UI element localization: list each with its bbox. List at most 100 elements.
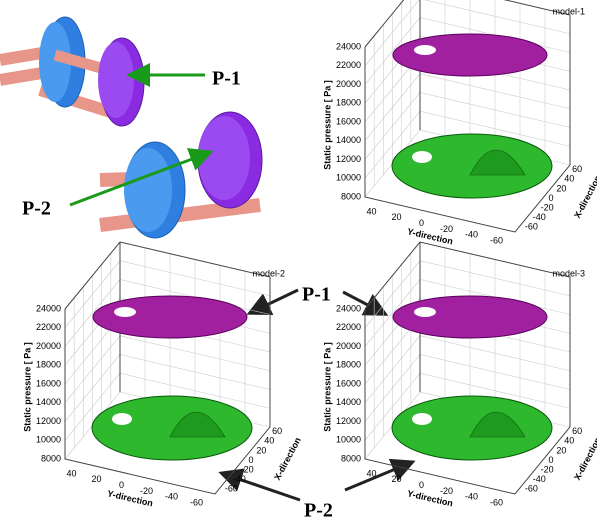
x-tick-label: 20: [556, 445, 566, 455]
z-tick-label: 16000: [36, 378, 61, 388]
y-tick-label: 20: [391, 474, 401, 484]
y-tick-label: -20: [440, 224, 453, 234]
z-tick-label: 18000: [36, 360, 61, 370]
x-tick-label: -60: [525, 222, 538, 232]
plot-title: model-3: [552, 268, 585, 278]
grid-line: [365, 74, 570, 141]
z-tick-label: 20000: [336, 79, 361, 89]
y-tick-label: 0: [419, 480, 424, 490]
hole: [414, 45, 436, 55]
z-tick-label: 24000: [36, 303, 61, 313]
z-tick-label: 22000: [336, 60, 361, 70]
x-tick-label: -40: [533, 212, 546, 222]
y-tick-label: -20: [440, 486, 453, 496]
z-tick-label: 20000: [36, 341, 61, 351]
z-tick-label: 20000: [336, 341, 361, 351]
x-tick-label: -40: [533, 474, 546, 484]
z-tick-label: 10000: [36, 435, 61, 445]
z-tick-label: 18000: [336, 360, 361, 370]
y-tick-label: -60: [190, 497, 203, 507]
x-tick-label: 40: [264, 436, 274, 446]
x-tick-label: 60: [272, 426, 282, 436]
x-axis-label: X-direction: [572, 436, 597, 482]
z-tick-label: 22000: [336, 322, 361, 332]
y-tick-label: 0: [419, 218, 424, 228]
z-tick-label: 12000: [336, 154, 361, 164]
callouts: P-1 P-2: [224, 284, 410, 522]
y-tick-label: -60: [490, 235, 503, 245]
surface-p2: [392, 396, 552, 460]
surface-p2: [92, 396, 252, 460]
x-tick-label: 40: [564, 174, 574, 184]
y-tick-label: 20: [391, 212, 401, 222]
schematic-label: P-2: [22, 198, 51, 220]
y-tick-label: -40: [465, 230, 478, 240]
y-tick-label: -60: [490, 497, 503, 507]
z-tick-label: 10000: [336, 173, 361, 183]
hole: [414, 307, 436, 317]
grid-line: [65, 336, 270, 403]
z-tick-label: 10000: [336, 435, 361, 445]
z-tick-label: 14000: [336, 135, 361, 145]
x-tick-label: -60: [225, 484, 238, 494]
x-tick-label: 20: [256, 445, 266, 455]
z-axis-label: Static pressure [ Pa ]: [322, 80, 332, 170]
x-tick-label: -60: [525, 484, 538, 494]
x-tick-label: -20: [541, 202, 554, 212]
y-tick-label: 40: [366, 206, 376, 216]
plot: 8000 10000 12000 14000 16000 18000 20000 22000 2…: [322, 242, 597, 508]
z-tick-label: 24000: [336, 41, 361, 51]
x-axis-label: X-direction: [272, 436, 303, 482]
schematic: P-1 P-2: [0, 17, 262, 238]
x-tick-label: 0: [249, 455, 254, 465]
y-tick-label: -40: [465, 492, 478, 502]
x-tick-label: 0: [549, 193, 554, 203]
y-tick-label: 0: [119, 480, 124, 490]
callout: P-2: [304, 500, 333, 522]
grid-line: [365, 336, 570, 403]
z-tick-label: 12000: [336, 416, 361, 426]
y-tick-label: 20: [91, 474, 101, 484]
z-tick-label: 24000: [336, 303, 361, 313]
y-tick-label: 40: [366, 468, 376, 478]
x-tick-label: 60: [572, 426, 582, 436]
hole: [114, 307, 136, 317]
x-axis-label: X-direction: [572, 174, 597, 220]
plot: 8000 10000 12000 14000 16000 18000 20000 22000 2…: [322, 0, 597, 246]
z-axis-label: Static pressure [ Pa ]: [22, 342, 32, 432]
surface-p1: [393, 296, 547, 338]
plot-title: model-2: [252, 268, 285, 278]
figure: P-1 P-2 P-1 P-2 8000 10000 12000 14000 16000…: [0, 0, 597, 524]
x-tick-label: -20: [541, 464, 554, 474]
callout: P-1: [302, 284, 331, 306]
z-tick-label: 14000: [336, 397, 361, 407]
x-tick-label: 60: [572, 164, 582, 174]
schematic-label: P-1: [212, 68, 241, 90]
y-tick-label: -20: [140, 486, 153, 496]
y-tick-label: 40: [66, 468, 76, 478]
plot-title: model-1: [552, 6, 585, 16]
plot: 8000 10000 12000 14000 16000 18000 20000 22000 2…: [22, 242, 303, 508]
x-tick-label: -40: [233, 474, 246, 484]
z-tick-label: 16000: [336, 378, 361, 388]
surface-p1: [93, 296, 247, 338]
surface-p2: [392, 134, 552, 198]
x-tick-label: 0: [549, 455, 554, 465]
hole: [112, 413, 132, 425]
z-tick-label: 14000: [36, 397, 61, 407]
x-tick-label: 20: [556, 183, 566, 193]
hole: [412, 413, 432, 425]
surface-p1: [393, 34, 547, 76]
hole: [412, 151, 432, 163]
z-tick-label: 8000: [341, 453, 361, 463]
z-tick-label: 22000: [36, 322, 61, 332]
z-tick-label: 8000: [41, 453, 61, 463]
x-tick-label: -20: [241, 464, 254, 474]
z-axis-label: Static pressure [ Pa ]: [322, 342, 332, 432]
x-tick-label: 40: [564, 436, 574, 446]
y-tick-label: -40: [165, 492, 178, 502]
z-tick-label: 12000: [36, 416, 61, 426]
z-tick-label: 8000: [341, 191, 361, 201]
z-tick-label: 16000: [336, 116, 361, 126]
z-tick-label: 18000: [336, 98, 361, 108]
